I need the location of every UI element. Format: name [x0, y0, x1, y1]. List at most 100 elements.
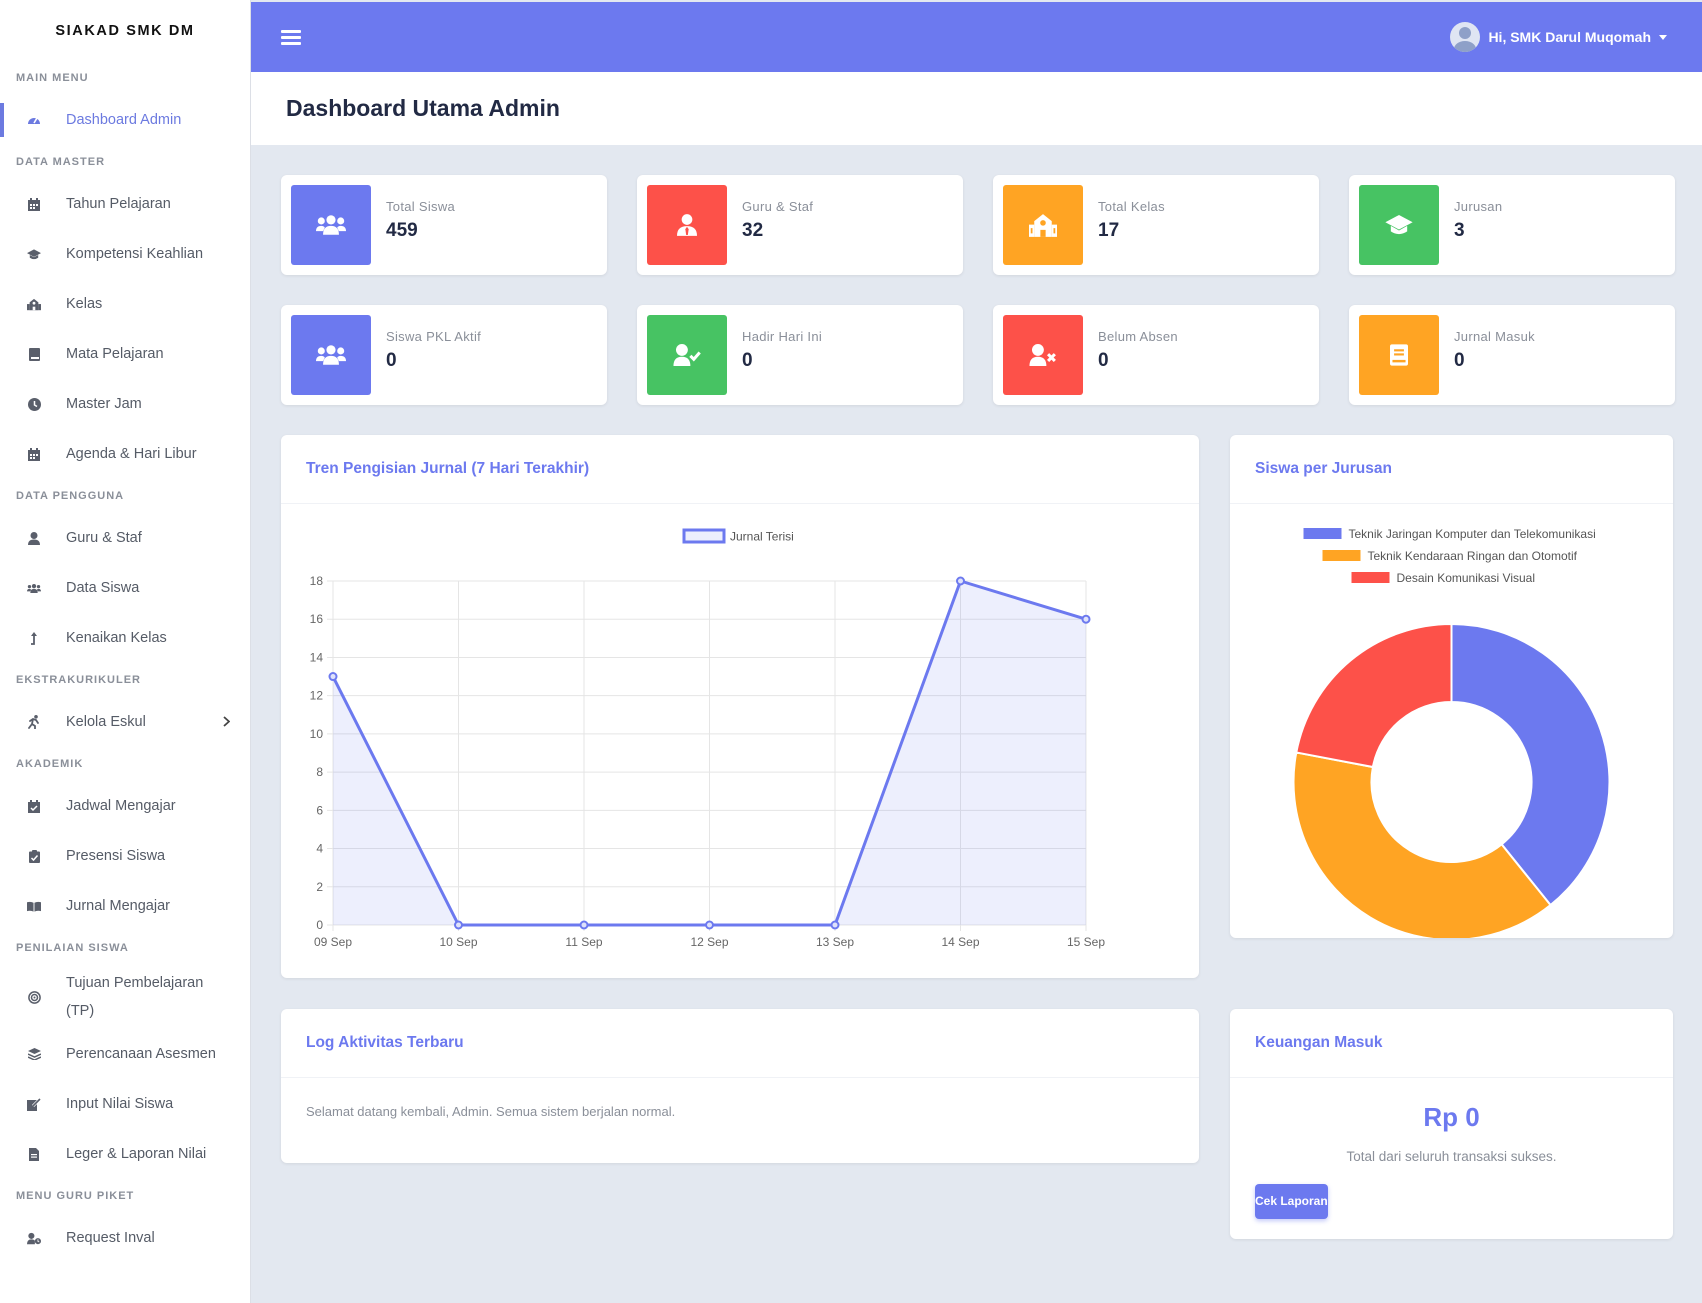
legend-label: Teknik Kendaraan Ringan dan Otomotif — [1368, 549, 1578, 563]
sidebar-item-guru-staf[interactable]: Guru & Staf — [0, 513, 250, 563]
layers-icon — [27, 1047, 41, 1061]
sidebar-item-dashboard-admin[interactable]: Dashboard Admin — [0, 95, 250, 145]
sidebar-item-leger-laporan-nilai[interactable]: Leger & Laporan Nilai — [0, 1129, 250, 1179]
school-icon — [1003, 185, 1083, 265]
data-point — [579, 920, 589, 930]
data-point — [328, 672, 338, 682]
legend-swatch — [1303, 528, 1342, 539]
sidebar-item-label: Master Jam — [66, 396, 142, 412]
sidebar-item-perencanaan-asesmen[interactable]: Perencanaan Asesmen — [0, 1029, 250, 1079]
brand-title: SIAKAD SMK DM — [55, 23, 195, 39]
finance-amount: Rp 0 — [1423, 1102, 1480, 1132]
sidebar-item-label: Perencanaan Asesmen — [66, 1046, 216, 1062]
stat-card-belum-absen: Belum Absen 0 — [993, 305, 1319, 405]
sidebar-item-data-siswa[interactable]: Data Siswa — [0, 563, 250, 613]
hamburger-menu-icon[interactable] — [281, 27, 301, 48]
user-greeting: Hi, SMK Darul Muqomah — [1488, 29, 1651, 45]
graduation-cap-icon — [1359, 185, 1439, 265]
section-data-pengguna: DATA PENGGUNA — [16, 490, 125, 502]
stat-label: Jurusan — [1454, 199, 1503, 214]
sidebar-item-label: Tujuan Pembelajaran (TP) — [66, 975, 204, 1019]
sidebar-item-kompetensi-keahlian[interactable]: Kompetensi Keahlian — [0, 229, 250, 279]
stat-value: 17 — [1098, 220, 1120, 241]
user-check-icon — [647, 315, 727, 395]
users-icon — [291, 315, 371, 395]
log-panel-title: Log Aktivitas Terbaru — [281, 1009, 1199, 1078]
y-tick-label: 8 — [316, 765, 323, 779]
sidebar-item-mata-pelajaran[interactable]: Mata Pelajaran — [0, 329, 250, 379]
x-tick-label: 10 Sep — [439, 935, 477, 949]
stat-card-total-siswa: Total Siswa 459 — [281, 175, 607, 275]
sidebar-item-input-nilai-siswa[interactable]: Input Nilai Siswa — [0, 1079, 250, 1129]
edit-icon — [27, 1097, 41, 1111]
sidebar-item-label: Leger & Laporan Nilai — [66, 1146, 207, 1162]
user-clock-icon — [27, 1231, 41, 1245]
x-tick-label: 13 Sep — [816, 935, 854, 949]
users-icon — [291, 185, 371, 265]
x-tick-label: 15 Sep — [1067, 935, 1105, 949]
sidebar-item-presensi-siswa[interactable]: Presensi Siswa — [0, 831, 250, 881]
stat-value: 32 — [742, 220, 764, 241]
stat-value: 0 — [1454, 350, 1465, 371]
x-tick-label: 12 Sep — [690, 935, 728, 949]
sidebar-item-agenda-hari-libur[interactable]: Agenda & Hari Libur — [0, 429, 250, 479]
y-tick-label: 4 — [316, 842, 323, 856]
sidebar-item-kenaikan-kelas[interactable]: Kenaikan Kelas — [0, 613, 250, 663]
clipboard-check-icon — [27, 849, 41, 863]
stat-label: Belum Absen — [1098, 329, 1178, 344]
tachometer-icon — [27, 113, 41, 127]
stat-label: Jurnal Masuk — [1454, 329, 1535, 344]
page-title: Dashboard Utama Admin — [286, 95, 560, 121]
book-icon — [1359, 315, 1439, 395]
school-icon — [27, 297, 41, 311]
sidebar-item-label: Kelas — [66, 296, 103, 312]
sidebar-item-tahun-pelajaran[interactable]: Tahun Pelajaran — [0, 179, 250, 229]
sidebar-item-master-jam[interactable]: Master Jam — [0, 379, 250, 429]
sidebar-item-label: Jurnal Mengajar — [66, 898, 170, 914]
donut-chart-panel: Siswa per Jurusan Teknik Jaringan Komput… — [1230, 435, 1673, 941]
section-ekstrakurikuler: EKSTRAKURIKULER — [16, 674, 141, 686]
stat-value: 0 — [742, 350, 753, 371]
user-tie-icon — [647, 185, 727, 265]
stat-value: 459 — [386, 220, 418, 241]
running-icon — [27, 715, 41, 729]
stat-label: Hadir Hari Ini — [742, 329, 823, 344]
stat-label: Guru & Staf — [742, 199, 814, 214]
sidebar-item-label: Data Siswa — [66, 580, 140, 596]
stat-card-siswa-pkl-aktif: Siswa PKL Aktif 0 — [281, 305, 607, 405]
log-message: Selamat datang kembali, Admin. Semua sis… — [306, 1104, 676, 1119]
y-tick-label: 10 — [310, 727, 324, 741]
chevron-right-icon — [223, 714, 231, 730]
section-akademik: AKADEMIK — [16, 758, 84, 770]
calendar-icon — [27, 447, 41, 461]
legend-swatch — [1351, 572, 1390, 583]
legend-label: Jurnal Terisi — [730, 530, 794, 544]
y-tick-label: 2 — [316, 880, 323, 894]
sidebar-item-tujuan-pembelajaran[interactable]: Tujuan Pembelajaran (TP) — [0, 965, 250, 1029]
sidebar-item-jadwal-mengajar[interactable]: Jadwal Mengajar — [0, 781, 250, 831]
sidebar-item-label: Kompetensi Keahlian — [66, 246, 204, 262]
sidebar-item-label: Input Nilai Siswa — [66, 1096, 174, 1112]
stat-card-jurnal-masuk: Jurnal Masuk 0 — [1349, 305, 1675, 405]
series-area — [333, 581, 1086, 925]
sidebar-item-jurnal-mengajar[interactable]: Jurnal Mengajar — [0, 881, 250, 931]
sidebar-item-kelas[interactable]: Kelas — [0, 279, 250, 329]
y-tick-label: 16 — [310, 612, 324, 626]
x-tick-label: 11 Sep — [565, 935, 602, 949]
legend-label: Teknik Jaringan Komputer dan Telekomunik… — [1349, 527, 1596, 541]
user-icon — [27, 531, 41, 545]
sidebar-item-request-inval[interactable]: Request Inval — [0, 1213, 250, 1263]
stat-value: 0 — [1098, 350, 1109, 371]
legend-swatch — [1322, 550, 1361, 561]
cek-laporan-button[interactable]: Cek Laporan — [1255, 1184, 1328, 1219]
caret-down-icon — [1659, 34, 1667, 40]
stat-card-jurusan: Jurusan 3 — [1349, 175, 1675, 275]
stat-value: 0 — [386, 350, 397, 371]
user-dropdown[interactable]: Hi, SMK Darul Muqomah — [1450, 22, 1667, 52]
stat-card-hadir-hari-ini: Hadir Hari Ini 0 — [637, 305, 963, 405]
sidebar-item-kelola-eskul[interactable]: Kelola Eskul — [0, 697, 250, 747]
target-icon — [27, 990, 41, 1004]
book-icon — [27, 347, 41, 361]
trend-chart-panel: Tren Pengisian Jurnal (7 Hari Terakhir) … — [281, 435, 1199, 978]
y-tick-label: 18 — [310, 574, 324, 588]
